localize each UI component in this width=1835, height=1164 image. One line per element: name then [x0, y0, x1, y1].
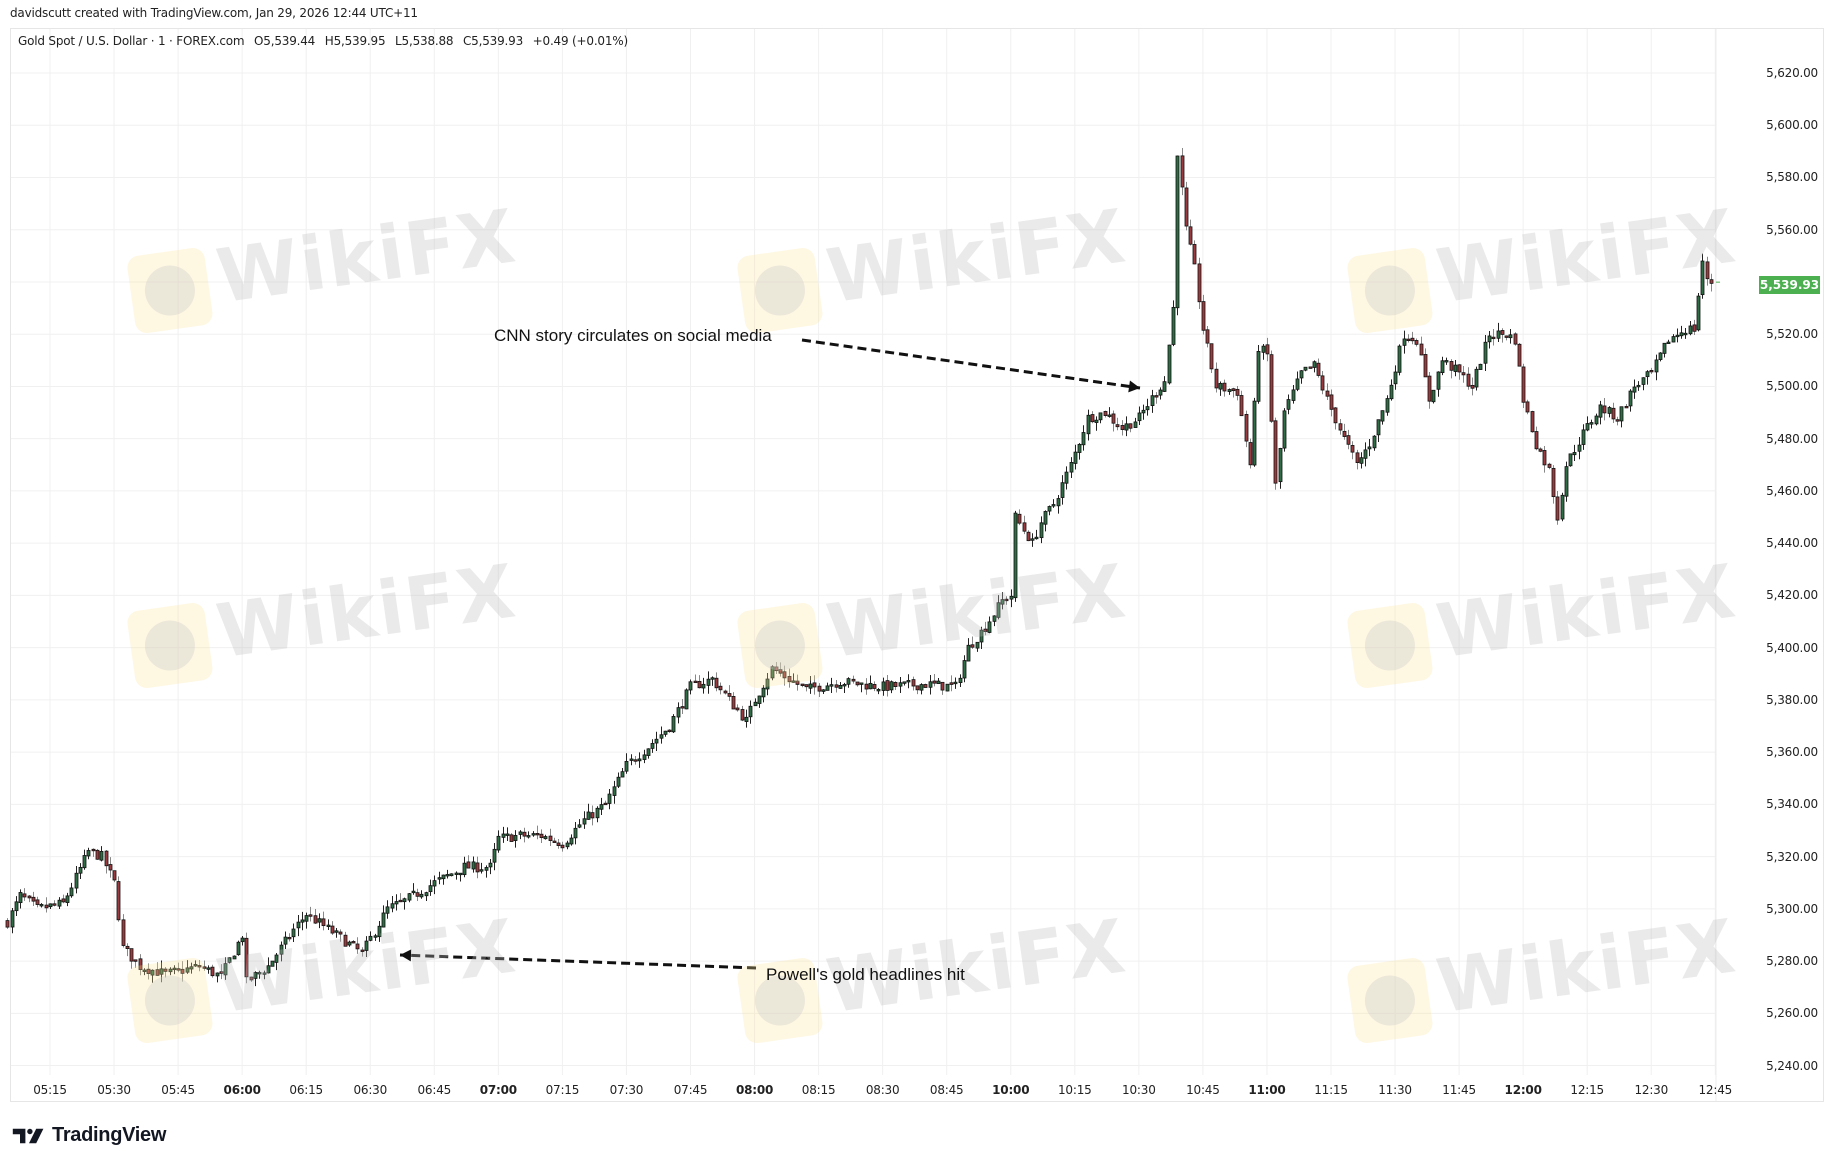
last-price-tag: 5,539.93 — [1759, 276, 1820, 294]
price-axis-label: 5,560.00 — [1766, 222, 1818, 237]
price-axis-label: 5,280.00 — [1766, 954, 1818, 969]
price-axis-label: 5,320.00 — [1766, 849, 1818, 864]
time-axis-label: 12:30 — [1634, 1083, 1669, 1097]
time-axis-label: 08:00 — [735, 1083, 774, 1097]
time-axis-label: 05:45 — [161, 1083, 195, 1097]
time-axis-label: 10:45 — [1186, 1083, 1220, 1097]
time-axis-label: 06:45 — [417, 1083, 452, 1097]
time-axis-label: 08:15 — [801, 1083, 836, 1097]
price-axis-label: 5,400.00 — [1766, 640, 1818, 655]
time-axis-label: 11:00 — [1248, 1083, 1286, 1097]
price-axis-label: 5,460.00 — [1766, 483, 1818, 498]
price-axis-label: 5,480.00 — [1766, 431, 1818, 446]
time-axis-label: 10:30 — [1122, 1083, 1156, 1097]
time-axis-label: 11:45 — [1442, 1083, 1476, 1097]
time-axis-label: 05:15 — [33, 1083, 67, 1097]
annotation-cnn: CNN story circulates on social media — [494, 326, 772, 345]
time-axis-label: 06:30 — [353, 1083, 388, 1097]
time-axis-label: 06:00 — [223, 1083, 261, 1097]
time-axis-label: 10:15 — [1058, 1083, 1092, 1097]
tradingview-logo-icon — [12, 1128, 44, 1143]
price-change: +0.49 (+0.01%) — [532, 34, 629, 48]
price-axis-label: 5,520.00 — [1766, 327, 1818, 342]
price-axis-label: 5,440.00 — [1766, 536, 1818, 551]
price-axis-label: 5,260.00 — [1766, 1006, 1818, 1021]
price-axis-label: 5,620.00 — [1766, 66, 1818, 80]
time-axis-label: 07:45 — [673, 1083, 708, 1097]
time-axis-label: 08:30 — [865, 1083, 900, 1097]
price-axis-label: 5,360.00 — [1766, 745, 1818, 760]
time-axis-label: 08:45 — [929, 1083, 964, 1097]
time-axis-label: 11:30 — [1378, 1083, 1412, 1097]
price-axis-label: 5,300.00 — [1766, 901, 1818, 916]
time-axis-label: 11:15 — [1314, 1083, 1348, 1097]
ohlc-open: O5,539.44 — [254, 34, 316, 48]
price-axis-label: 5,580.00 — [1766, 170, 1818, 185]
price-axis-label: 5,420.00 — [1766, 588, 1818, 603]
price-axis-label: 5,500.00 — [1766, 379, 1818, 394]
brand-name: TradingView — [52, 1124, 167, 1146]
price-axis-label: 5,240.00 — [1766, 1058, 1818, 1073]
chart-frame — [10, 28, 1824, 1102]
time-axis-label: 05:30 — [97, 1083, 131, 1097]
ohlc-high: H5,539.95 — [324, 34, 386, 48]
time-axis-label: 12:00 — [1504, 1083, 1542, 1097]
chart-credit: davidscutt created with TradingView.com,… — [10, 6, 418, 20]
price-axis-label: 5,600.00 — [1766, 118, 1818, 133]
tradingview-brand[interactable]: TradingView — [12, 1124, 166, 1147]
annotation-powell: Powell's gold headlines hit — [766, 965, 965, 984]
time-axis-label: 06:15 — [289, 1083, 323, 1097]
time-axis-label: 12:15 — [1570, 1083, 1604, 1097]
time-axis-label: 07:00 — [479, 1083, 517, 1097]
time-axis-label: 07:15 — [545, 1083, 580, 1097]
price-axis-label: 5,340.00 — [1766, 797, 1818, 812]
ohlc-low: L5,538.88 — [395, 34, 454, 48]
time-axis-label: 12:45 — [1698, 1083, 1733, 1097]
symbol-legend[interactable]: Gold Spot / U.S. Dollar · 1 · FOREX.com … — [18, 34, 634, 48]
price-axis-label: 5,380.00 — [1766, 692, 1818, 707]
time-axis-label: 10:00 — [992, 1083, 1030, 1097]
ohlc-close: C5,539.93 — [463, 34, 524, 48]
symbol-name: Gold Spot / U.S. Dollar · 1 · FOREX.com — [18, 34, 245, 48]
time-axis-label: 07:30 — [609, 1083, 644, 1097]
